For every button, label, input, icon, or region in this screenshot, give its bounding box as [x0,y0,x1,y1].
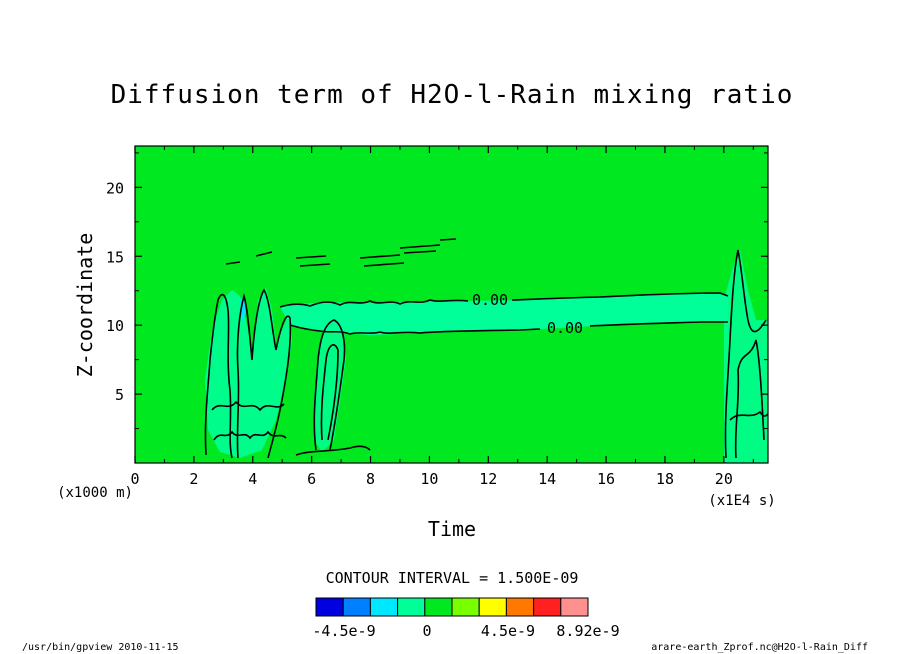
contour-low-level [295,445,371,456]
colorbar-swatch [560,597,589,617]
contour-label-upper: 0.00 [472,291,508,309]
colorbar-swatch [478,597,507,617]
x-tick-label: 4 [248,470,257,488]
x-tick-label: 8 [366,470,375,488]
contour-convective-2 [236,288,292,459]
colorbar-swatch [369,597,399,617]
contour-line-upper-right [511,292,729,301]
contour-line-lower-right [589,321,728,327]
x-axis-label: Time [428,517,476,541]
heatmap-local-max-region [240,296,246,322]
y-axis-ticks: 5 10 15 20 [106,152,768,430]
x-tick-label: 10 [420,470,438,488]
colorbar-swatch [424,597,453,617]
x-tick-label: 2 [189,470,198,488]
colorbar-swatch [505,597,535,617]
x-tick-label: 18 [656,470,674,488]
colorbar-swatch [315,597,344,617]
x-tick-label: 16 [597,470,615,488]
plot-area: 0.00 0.00 [134,145,769,464]
heatmap-convective-region [205,288,292,458]
contour-right-1 [724,249,767,459]
y-axis-unit: (x1000 m) [57,485,133,501]
x-tick-label: 12 [479,470,497,488]
y-tick-label: 15 [106,248,124,266]
contour-line-upper [279,299,469,308]
colorbar-tick-label: -4.5e-9 [312,622,375,640]
contour-interval-text: CONTOUR INTERVAL = 1.500E-09 [326,569,579,587]
plot-frame [134,145,769,464]
contour-convective-4 [211,400,285,412]
colorbar-tick-label: 4.5e-9 [481,622,535,640]
colorbar-swatch [451,597,480,617]
x-tick-label: 6 [307,470,316,488]
footer-right-text: arare-earth_Zprof.nc@H2O-l-Rain_Diff [651,642,868,653]
contour-right-3 [729,410,769,421]
heatmap-right-region [724,250,768,463]
x-axis-unit: (x1E4 s) [708,493,775,509]
colorbar [315,597,589,617]
contour-column [313,319,346,451]
x-axis-ticks: 0 2 4 6 8 10 12 14 16 18 20 [130,146,754,488]
colorbar-tick-label: 0 [422,622,431,640]
y-tick-label: 10 [106,317,124,335]
footer-left-text: /usr/bin/gpview 2010-11-15 [22,642,179,653]
contour-line-lower [289,324,541,335]
colorbar-swatch [397,597,426,617]
contour-streak-1 [295,255,331,267]
contour-label-lower: 0.00 [547,319,583,337]
contour-streak-2 [359,254,405,267]
y-tick-label: 20 [106,179,124,197]
colorbar-swatch [533,597,562,617]
contour-streak-4 [225,251,273,265]
y-axis-label: Z-coordinate [73,233,97,378]
y-tick-label: 5 [115,386,124,404]
colorbar-tick-label: 8.92e-9 [556,622,619,640]
contour-convective-1 [204,293,233,459]
contour-convective-3 [213,430,287,441]
contour-column-inner [320,344,339,441]
x-tick-label: 0 [130,470,139,488]
chart-title: Diffusion term of H2O-l-Rain mixing rati… [111,80,794,110]
colorbar-swatch [342,597,371,617]
colorbar-tick-labels: -4.5e-9 0 4.5e-9 8.92e-9 [312,622,619,640]
contour-lines [204,238,769,459]
x-tick-label: 20 [715,470,733,488]
contour-streak-3 [399,238,457,254]
x-tick-label: 14 [538,470,556,488]
